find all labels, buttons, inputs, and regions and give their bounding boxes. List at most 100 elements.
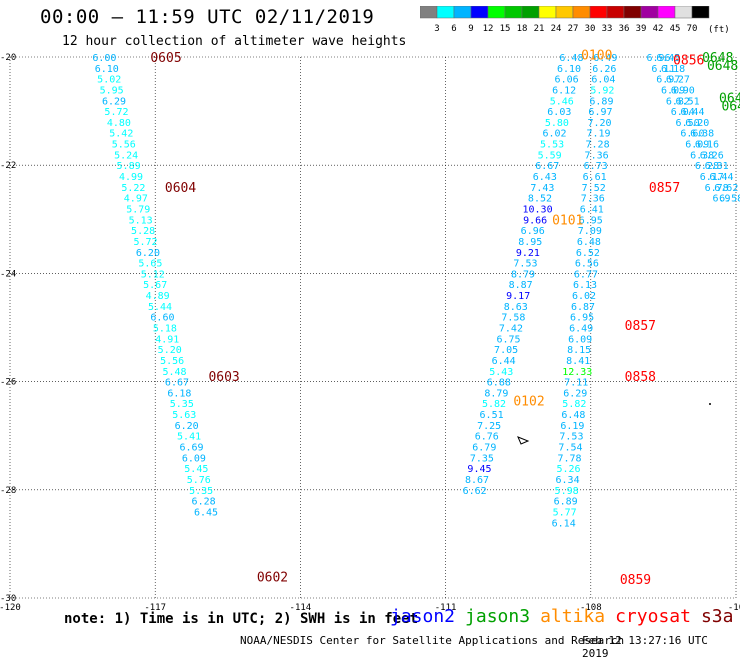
swh-label-jason2: 6.44: [680, 107, 704, 118]
swh-label-s3a: 5.56: [160, 356, 184, 367]
swh-label-altika: 10.30: [523, 204, 553, 215]
swh-label-altika: 8.63: [504, 302, 528, 313]
swh-label-altika: 6.44: [492, 356, 516, 367]
swh-label-cryosat: 6.49: [593, 53, 617, 64]
swh-label-cryosat: 5.98: [555, 486, 579, 497]
legend-jason3: jason3: [465, 606, 531, 627]
swh-label-cryosat: 6.02: [572, 291, 596, 302]
swh-label-s3a: 5.95: [100, 85, 124, 96]
swh-label-cryosat: 6.19: [560, 421, 584, 432]
swh-label-altika: 6.88: [487, 378, 511, 389]
swh-label-jason3: 6.28: [695, 161, 719, 172]
swh-label-s3a: 6.10: [95, 64, 119, 75]
swh-label-s3a: 5.20: [158, 345, 182, 356]
swh-label-s3a: 5.44: [148, 302, 172, 313]
color-level-label: 21: [534, 24, 545, 34]
swh-label-altika: 6.02: [542, 129, 566, 140]
swh-label-cryosat: 6.48: [561, 410, 585, 421]
swh-label-altika: 5.46: [550, 96, 574, 107]
swh-label-altika: 6.06: [555, 75, 579, 86]
color-level-label: 33: [602, 24, 613, 34]
x-tick-label: -10: [728, 603, 740, 613]
swh-label-jason2: 6.45: [656, 53, 680, 64]
color-level-label: 45: [670, 24, 681, 34]
swh-label-jason3: 6.09: [661, 85, 685, 96]
x-tick-label: -120: [0, 603, 21, 613]
pass-time-label: 0604: [165, 181, 196, 196]
swh-label-jason3: 6.96: [647, 53, 671, 64]
swh-label-s3a: 6.28: [192, 497, 216, 508]
color-level-label: 24: [551, 24, 562, 34]
swh-label-altika: 8.52: [528, 194, 552, 205]
y-tick-label: -22: [0, 161, 16, 171]
y-tick-label: -30: [0, 594, 16, 604]
swh-label-s3a: 6.18: [167, 388, 191, 399]
swh-label-altika: 8.67: [465, 475, 489, 486]
swh-label-altika: 6.62: [463, 486, 487, 497]
swh-label-altika: 9.21: [516, 248, 540, 259]
swh-label-jason3: 6.11: [651, 64, 675, 75]
pass-time-label: 0602: [257, 570, 288, 585]
y-tick-label: -20: [0, 53, 16, 63]
swh-label-jason3: 6.9: [712, 194, 730, 205]
swh-label-s3a: 5.72: [133, 237, 157, 248]
swh-label-cryosat: 6.95: [579, 215, 603, 226]
credit-text: NOAA/NESDIS Center for Satellite Applica…: [240, 634, 625, 647]
swh-label-s3a: 5.35: [170, 399, 194, 410]
swh-label-cryosat: 6.56: [575, 259, 599, 270]
swh-label-cryosat: 7.11: [564, 378, 588, 389]
swh-label-altika: 7.05: [494, 345, 518, 356]
swh-label-jason3: 6.60: [680, 129, 704, 140]
swh-label-altika: 6.10: [557, 64, 581, 75]
swh-label-altika: 6.67: [535, 161, 559, 172]
swh-label-cryosat: 6.13: [573, 280, 597, 291]
pass-time-label: 0101: [552, 213, 583, 228]
swh-label-s3a: 5.35: [189, 486, 213, 497]
swh-label-altika: 5.82: [482, 399, 506, 410]
swh-label-altika: 6.43: [533, 172, 557, 183]
swh-label-s3a: 4.91: [155, 334, 179, 345]
swh-label-s3a: 5.63: [172, 410, 196, 421]
swh-label-cryosat: 6.73: [584, 161, 608, 172]
swh-label-s3a: 5.76: [187, 475, 211, 486]
legend-jason2: jason2: [390, 606, 456, 627]
swh-label-cryosat: 6.95: [570, 313, 594, 324]
swh-label-cryosat: 6.34: [556, 475, 580, 486]
swh-label-altika: 7.43: [530, 183, 554, 194]
x-tick-label: -117: [144, 603, 166, 613]
swh-label-cryosat: 6.29: [563, 388, 587, 399]
swh-label-jason2: 6.31: [705, 161, 729, 172]
swh-label-jason3: 6.04: [671, 107, 695, 118]
color-level-label: 18: [517, 24, 528, 34]
swh-label-altika: 7.25: [477, 421, 501, 432]
pass-time-label: 0648: [702, 51, 733, 66]
swh-label-cryosat: 6.97: [588, 107, 612, 118]
island-dot: [709, 403, 711, 405]
swh-label-s3a: 6.69: [179, 443, 203, 454]
pass-time-label: 0858: [625, 370, 656, 385]
swh-label-altika: 7.42: [499, 324, 523, 335]
swh-label-s3a: 4.99: [119, 172, 143, 183]
swh-label-altika: 9.17: [506, 291, 530, 302]
swh-label-jason2: 6.58: [719, 194, 740, 205]
swh-label-s3a: 5.48: [163, 367, 187, 378]
swh-label-cryosat: 7.36: [581, 194, 605, 205]
swh-label-s3a: 5.65: [138, 259, 162, 270]
x-tick-label: -111: [435, 603, 457, 613]
pass-time-label: 0605: [150, 51, 181, 66]
swh-label-cryosat: 7.28: [586, 140, 610, 151]
swh-label-s3a: 6.29: [102, 96, 126, 107]
swh-label-altika: 6.76: [475, 432, 499, 443]
legend-altika: altika: [540, 606, 606, 627]
pass-time-label: 0859: [620, 573, 651, 588]
swh-label-altika: 5.43: [489, 367, 513, 378]
swh-label-s3a: 6.00: [92, 53, 116, 64]
pass-time-label: 0102: [513, 395, 544, 410]
swh-label-cryosat: 7.09: [578, 226, 602, 237]
color-level-label: 15: [500, 24, 511, 34]
swh-label-jason3: 6.97: [656, 75, 680, 86]
swh-label-s3a: 4.97: [124, 194, 148, 205]
swh-label-s3a: 5.24: [114, 150, 138, 161]
swh-label-cryosat: 6.77: [574, 269, 598, 280]
swh-label-altika: 7.53: [513, 259, 537, 270]
